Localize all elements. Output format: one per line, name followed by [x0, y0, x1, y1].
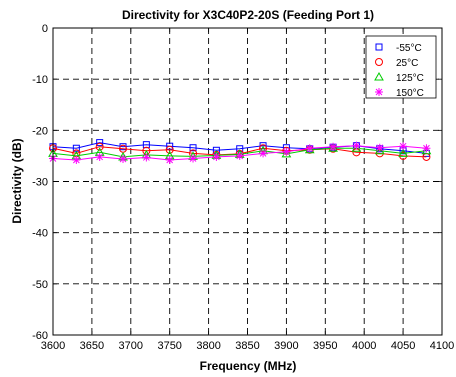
- data-point: [282, 147, 291, 156]
- x-tick-label: 3700: [119, 340, 143, 352]
- data-point: [72, 156, 81, 165]
- x-tick-label: 3800: [196, 340, 220, 352]
- y-tick-label: 0: [42, 23, 48, 35]
- x-tick-label: 3750: [157, 340, 181, 352]
- data-point: [329, 142, 338, 151]
- x-tick-label: 3600: [41, 340, 65, 352]
- x-tick-label: 3850: [235, 340, 259, 352]
- legend-label: 125°C: [396, 73, 424, 84]
- x-tick-label: 4000: [352, 340, 376, 352]
- data-point: [304, 144, 315, 154]
- series-group: [49, 141, 431, 165]
- legend-item: 25°C: [375, 58, 418, 69]
- x-tick-label: 3650: [80, 340, 104, 352]
- y-tick-label: -30: [32, 177, 48, 189]
- data-point: [119, 154, 128, 163]
- plot-frame: [52, 27, 443, 336]
- legend-marker: [374, 71, 384, 81]
- data-point: [142, 153, 151, 162]
- data-point: [165, 145, 174, 154]
- data-point: [352, 141, 361, 150]
- legend-label: -55°C: [396, 43, 422, 54]
- data-point: [95, 142, 104, 151]
- legend-marker: [375, 43, 383, 51]
- data-point: [165, 156, 174, 165]
- legend-marker: [375, 88, 383, 96]
- chart-title: Directivity for X3C40P2-20S (Feeding Por…: [122, 8, 374, 22]
- legend-item: 125°C: [374, 71, 424, 84]
- legend-label: 150°C: [396, 88, 424, 99]
- x-tick-label: 3900: [274, 340, 298, 352]
- x-tick-label: 3950: [313, 340, 337, 352]
- y-tick-label: -60: [32, 330, 48, 342]
- data-point: [212, 152, 221, 161]
- legend-label: 25°C: [396, 58, 418, 69]
- data-point: [189, 154, 198, 163]
- data-point: [259, 149, 268, 158]
- grid-lines: [53, 28, 442, 335]
- legend-marker: [375, 58, 383, 66]
- data-point: [398, 148, 408, 157]
- data-point: [399, 142, 408, 151]
- y-tick-label: -10: [32, 74, 48, 86]
- data-point: [305, 144, 314, 153]
- data-series: [48, 139, 432, 165]
- y-tick-label: -20: [32, 125, 48, 137]
- x-axis-label: Frequency (MHz): [200, 359, 297, 373]
- data-point: [166, 142, 174, 150]
- data-point: [189, 144, 197, 152]
- data-point: [375, 143, 384, 152]
- y-tick-label: -50: [32, 279, 48, 291]
- axis-ticks: 3600 3650 3700 3750 3800 3850 3900 3950 4000 4050…: [32, 23, 454, 352]
- y-tick-label: -40: [32, 228, 48, 240]
- x-tick-label: 4100: [430, 340, 454, 352]
- legend-box: [365, 35, 437, 99]
- data-point: [328, 143, 338, 152]
- x-tick-label: 4050: [391, 340, 415, 352]
- y-axis-label: Directivity (dB): [10, 138, 24, 223]
- legend: -55°C 25°C 125°C 150°C: [365, 35, 437, 99]
- data-point: [95, 152, 104, 161]
- legend-item: 150°C: [375, 88, 424, 99]
- data-point: [96, 139, 104, 147]
- legend-item: -55°C: [375, 43, 422, 54]
- data-point: [236, 145, 244, 153]
- data-point: [422, 144, 431, 153]
- data-point: [235, 151, 244, 160]
